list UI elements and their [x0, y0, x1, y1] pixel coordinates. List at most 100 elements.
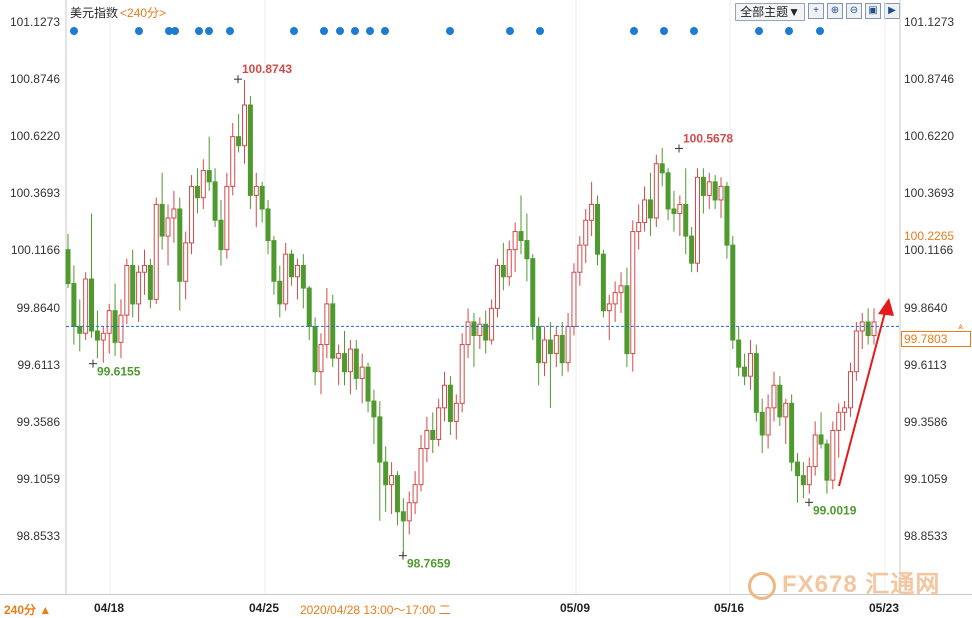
candle-body	[836, 411, 842, 431]
theme-dropdown-button[interactable]: 全部主题▼	[735, 3, 805, 21]
right-price-tick: 100.8746	[904, 72, 955, 87]
right-price-tick: 100.1166	[904, 243, 954, 258]
event-markers[interactable]	[70, 27, 824, 35]
candle-body	[800, 475, 806, 486]
event-marker[interactable]	[70, 27, 78, 35]
event-marker[interactable]	[290, 27, 298, 35]
zoom-out-icon[interactable]: ⊖	[846, 3, 862, 19]
event-marker[interactable]	[381, 27, 389, 35]
candle	[389, 462, 395, 515]
candle-body	[606, 303, 612, 312]
candle-body	[783, 402, 789, 418]
event-marker[interactable]	[446, 27, 454, 35]
left-price-tick: 100.8746	[9, 72, 60, 87]
candle	[712, 175, 718, 209]
candle-body	[853, 330, 859, 373]
event-marker[interactable]	[816, 27, 824, 35]
candle-body	[89, 278, 95, 332]
event-marker[interactable]	[195, 27, 203, 35]
candle-body	[171, 208, 177, 219]
candle	[677, 195, 683, 237]
candle	[447, 376, 453, 435]
crosshair-icon[interactable]: +	[808, 3, 824, 19]
candle-body	[712, 181, 718, 201]
candle	[842, 401, 848, 431]
left-price-tick: 99.8640	[16, 300, 60, 315]
candle-body	[512, 231, 518, 251]
candle	[259, 181, 265, 223]
candle-body	[742, 366, 748, 377]
candle-body	[718, 185, 724, 201]
candle-body	[83, 278, 89, 334]
candle-body	[665, 172, 671, 210]
candle	[94, 310, 100, 359]
candle-body	[259, 185, 265, 210]
candle-body	[371, 400, 377, 418]
candle-body	[494, 264, 500, 309]
candle-body	[306, 287, 312, 327]
low-annotation-label: 98.7659	[407, 557, 451, 571]
candle	[277, 265, 283, 318]
candle-body	[547, 339, 553, 355]
candle-body	[430, 429, 436, 440]
candle-body	[130, 264, 136, 305]
candle	[571, 263, 577, 336]
event-marker[interactable]	[135, 27, 143, 35]
event-marker[interactable]	[226, 27, 234, 35]
period-indicator[interactable]: <240分>	[120, 6, 167, 20]
candle	[530, 254, 536, 341]
candle	[789, 394, 795, 472]
zoom-in-icon[interactable]: ⊕	[827, 3, 843, 19]
period-selector[interactable]: 240分 ▲	[4, 603, 52, 617]
candle	[630, 220, 636, 372]
candle-body	[647, 199, 653, 219]
event-marker[interactable]	[755, 27, 763, 35]
event-marker[interactable]	[660, 27, 668, 35]
left-price-axis: 101.1273 100.8746 100.6220 100.3693 100.1166…	[0, 0, 64, 617]
event-marker[interactable]	[351, 27, 359, 35]
high-annotation-label: 100.5678	[683, 131, 733, 145]
hover-price-label: 100.2265	[904, 229, 955, 243]
candle-body	[659, 163, 665, 174]
candle	[336, 344, 342, 386]
candle-body	[277, 280, 283, 305]
candle-body	[400, 511, 406, 522]
candle-body	[194, 185, 200, 199]
event-marker[interactable]	[630, 27, 638, 35]
event-marker[interactable]	[536, 27, 544, 35]
candle-body	[224, 185, 230, 251]
candle-body	[759, 411, 765, 436]
candle-body	[594, 203, 600, 255]
right-price-tick: 99.1059	[904, 471, 948, 486]
event-marker[interactable]	[336, 27, 344, 35]
candle-body	[177, 208, 183, 282]
candle	[753, 344, 759, 422]
candle	[494, 258, 500, 318]
event-marker[interactable]	[205, 27, 213, 35]
event-marker[interactable]	[171, 27, 179, 35]
candle	[436, 398, 442, 447]
event-marker[interactable]	[165, 27, 173, 35]
candle-body	[565, 325, 571, 364]
candle	[271, 236, 277, 295]
candles	[65, 80, 877, 555]
candle-body	[189, 185, 195, 244]
candle-body	[700, 176, 706, 196]
candle-body	[530, 258, 536, 327]
event-marker[interactable]	[785, 27, 793, 35]
candle	[642, 186, 648, 232]
candle	[618, 272, 624, 313]
event-marker[interactable]	[506, 27, 514, 35]
candle-body	[165, 217, 171, 237]
right-price-tick: 99.8640	[904, 300, 948, 315]
candle-body	[777, 384, 783, 418]
candle	[853, 321, 859, 381]
candle-body	[342, 353, 348, 373]
event-marker[interactable]	[690, 27, 698, 35]
candle	[500, 242, 506, 291]
event-marker[interactable]	[366, 27, 374, 35]
restore-icon[interactable]: ▣	[865, 3, 881, 19]
candle-body	[436, 407, 442, 440]
event-marker[interactable]	[320, 27, 328, 35]
